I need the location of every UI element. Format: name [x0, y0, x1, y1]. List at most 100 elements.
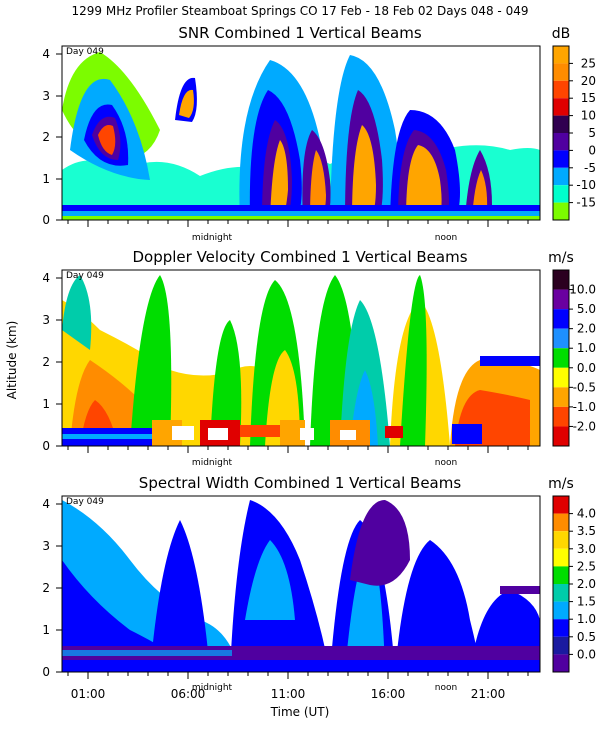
spectral-colorbar-swatch	[553, 566, 569, 584]
spectral-midnight-label: midnight	[192, 683, 233, 693]
doppler-colorbar-label: 10.0	[569, 283, 596, 297]
spectral-frame	[61, 495, 541, 673]
figure-title: 1299 MHz Profiler Steamboat Springs CO 1…	[72, 4, 529, 18]
snr-colorbar-swatch	[553, 63, 569, 81]
snr-colorbar-swatch	[553, 185, 569, 203]
snr-colorbar-swatch	[553, 80, 569, 99]
spectral-colorbar-label: 0.0	[577, 647, 596, 661]
snr-midnight-label: midnight	[192, 233, 233, 243]
snr-colorbar-swatch	[553, 150, 569, 168]
doppler-panel: Doppler Velocity Combined 1 Vertical Bea…	[42, 248, 596, 468]
x-tick-marks	[67, 220, 529, 679]
xtick-label-1600: 16:00	[371, 687, 406, 701]
doppler-ytick-0: 0	[42, 439, 50, 453]
snr-colorbar-swatch	[553, 46, 569, 64]
spectral-colorbar-swatch	[553, 619, 569, 637]
snr-panel: SNR Combined 1 Vertical Beams	[42, 24, 596, 243]
xtick-label-0100: 01:00	[71, 687, 106, 701]
doppler-noon-label: noon	[435, 458, 457, 468]
spectral-colorbar-label: 1.5	[577, 595, 596, 609]
snr-colorbar-swatch	[553, 115, 569, 133]
spectral-colorbar-label: 2.0	[577, 577, 596, 591]
spectral-panel: Spectral Width Combined 1 Vertical Beams	[42, 474, 596, 719]
snr-frame	[61, 45, 541, 221]
doppler-ytick-4: 4	[42, 271, 50, 285]
spectral-colorbar-swatch	[553, 636, 569, 655]
snr-noon-label: noon	[435, 233, 457, 243]
xtick-label-0600: 06:00	[171, 687, 206, 701]
spectral-colorbar-swatch	[553, 601, 569, 620]
snr-units: dB	[552, 26, 571, 42]
spectral-panel-title: Spectral Width Combined 1 Vertical Beams	[139, 474, 462, 492]
snr-colorbar-label: 25	[581, 56, 596, 70]
spectral-ytick-2: 2	[42, 581, 50, 595]
snr-colorbar-swatch	[553, 98, 569, 116]
doppler-colorbar-label: -0.5	[573, 380, 596, 394]
x-axis-label: Time (UT)	[270, 705, 330, 719]
doppler-colorbar-swatch	[553, 328, 569, 349]
spectral-colorbar-swatch	[553, 548, 569, 567]
snr-colorbar-label: 5	[588, 126, 596, 140]
spectral-units: m/s	[548, 476, 574, 492]
spectral-colorbar-label: 3.5	[577, 524, 596, 538]
spectral-noon-label: noon	[435, 683, 457, 693]
snr-yticks	[56, 53, 62, 221]
y-axis-label: Altitude (km)	[5, 321, 19, 400]
spectral-colorbar-swatch	[553, 531, 569, 549]
snr-colorbar-label: -15	[576, 196, 596, 210]
spectral-colorbar-label: 2.5	[577, 559, 596, 573]
snr-ytick-4: 4	[42, 47, 50, 61]
snr-colorbar: 25 20 15 10 5 0 -5 -10 -15	[552, 45, 596, 221]
doppler-colorbar-frame	[552, 269, 570, 447]
doppler-ytick-3: 3	[42, 313, 50, 327]
spectral-colorbar-label: 4.0	[577, 507, 596, 521]
spectral-colorbar-label: 0.5	[577, 630, 596, 644]
doppler-colorbar-swatch	[553, 367, 569, 388]
snr-colorbar-label: -10	[576, 178, 596, 192]
snr-ytick-3: 3	[42, 89, 50, 103]
snr-heatmap	[62, 46, 540, 220]
doppler-ytick-2: 2	[42, 355, 50, 369]
xtick-label-1100: 11:00	[271, 687, 306, 701]
doppler-heatmap	[62, 270, 540, 446]
doppler-colorbar: 10.0 5.0 2.0 1.0 0.0 -0.5 -1.0 -2.0	[552, 269, 596, 447]
xtick-label-2100: 21:00	[471, 687, 506, 701]
spectral-ytick-4: 4	[42, 497, 50, 511]
doppler-colorbar-swatch	[553, 387, 569, 407]
snr-panel-title: SNR Combined 1 Vertical Beams	[178, 24, 421, 42]
doppler-ytick-1: 1	[42, 397, 50, 411]
spectral-ytick-1: 1	[42, 623, 50, 637]
snr-ytick-2: 2	[42, 130, 50, 144]
spectral-day-label: Day 049	[66, 497, 104, 507]
doppler-yticks	[56, 277, 62, 447]
spectral-colorbar-swatch	[553, 654, 569, 672]
spectral-colorbar-label: 1.0	[577, 612, 596, 626]
spectral-ytick-0: 0	[42, 665, 50, 679]
spectral-colorbar-swatch	[553, 496, 569, 514]
snr-colorbar-swatch	[553, 133, 569, 151]
spectral-yticks	[56, 503, 62, 673]
doppler-colorbar-swatch	[553, 270, 569, 290]
spectral-colorbar-swatch	[553, 584, 569, 602]
spectral-colorbar: 4.0 3.5 3.0 2.5 2.0 1.5 1.0 0.5 0.0	[552, 495, 596, 673]
spectral-ytick-3: 3	[42, 539, 50, 553]
doppler-colorbar-label: 5.0	[577, 302, 596, 316]
doppler-colorbar-label: 2.0	[577, 322, 596, 336]
doppler-colorbar-swatch	[553, 348, 569, 368]
doppler-colorbar-swatch	[553, 406, 569, 427]
doppler-frame	[61, 269, 541, 447]
doppler-day-label: Day 049	[66, 271, 104, 281]
snr-ytick-1: 1	[42, 172, 50, 186]
doppler-midnight-label: midnight	[192, 458, 233, 468]
doppler-colorbar-label: -1.0	[573, 400, 596, 414]
doppler-colorbar-swatch	[553, 309, 569, 329]
doppler-panel-title: Doppler Velocity Combined 1 Vertical Bea…	[132, 248, 467, 266]
doppler-colorbar-swatch	[553, 426, 569, 446]
snr-day-label: Day 049	[66, 47, 104, 57]
doppler-colorbar-swatch	[553, 289, 569, 310]
snr-colorbar-label: 0	[588, 143, 596, 157]
snr-colorbar-label: 10	[581, 109, 596, 123]
doppler-colorbar-label: -2.0	[573, 419, 596, 433]
spectral-colorbar-label: 3.0	[577, 542, 596, 556]
